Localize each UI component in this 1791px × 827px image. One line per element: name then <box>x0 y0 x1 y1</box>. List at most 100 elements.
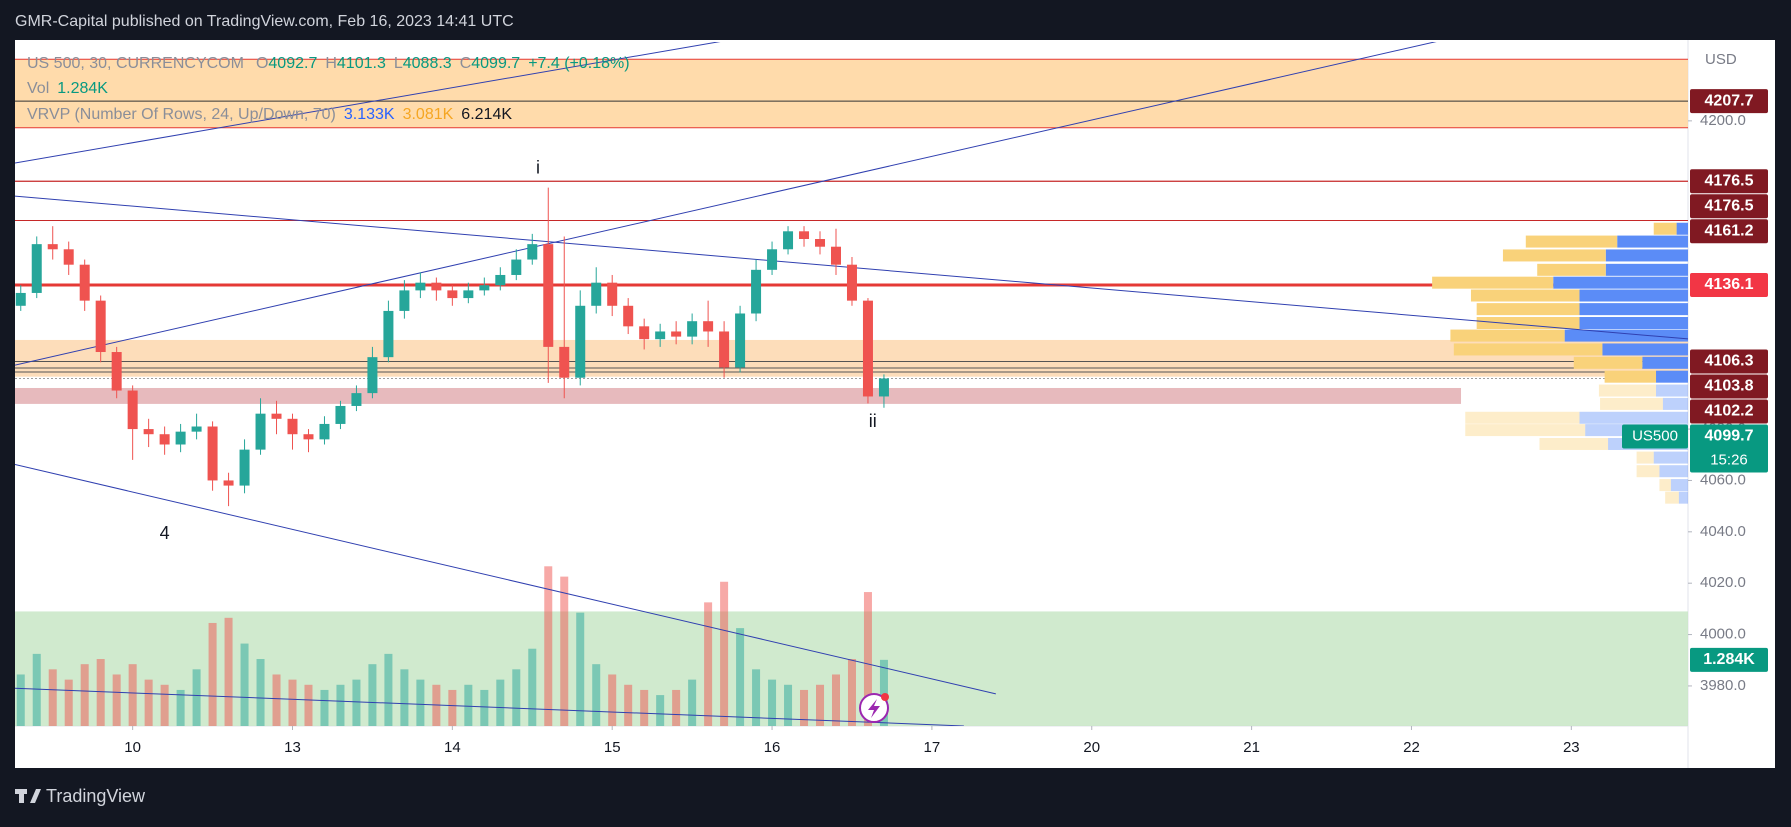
legend-row: US 500, 30, CURRENCYCOM O4092.7 H4101.3 L40… <box>27 55 630 72</box>
candle-body <box>447 290 458 299</box>
vrvp-down <box>1453 343 1603 356</box>
price-label: 4103.8 <box>1705 378 1754 395</box>
footer-logo <box>15 789 41 803</box>
wave-label: ii <box>869 411 877 431</box>
legend-vrvp-value: 3.081K <box>403 106 454 123</box>
price-label-bg <box>1690 349 1768 374</box>
candle-body <box>31 244 42 293</box>
volume-bar <box>144 679 153 726</box>
volume-bar <box>784 684 793 726</box>
volume-bar <box>176 689 185 726</box>
volume-bar <box>608 674 617 726</box>
volume-bar <box>768 679 777 726</box>
price-label: 4161.2 <box>1705 222 1754 239</box>
currency: USD <box>1705 51 1737 68</box>
volume-bar <box>704 602 713 726</box>
price-label-bg <box>1690 219 1768 244</box>
price-label: 4207.7 <box>1705 92 1754 109</box>
candle-body <box>511 259 522 275</box>
vrvp-down <box>1598 384 1657 397</box>
candle-body <box>703 321 714 332</box>
vrvp-up <box>1678 491 1688 504</box>
vrvp-down <box>1573 356 1643 369</box>
volume-label: 1.284K <box>1703 651 1755 668</box>
trend-line <box>15 42 1437 366</box>
candle-body <box>383 310 394 358</box>
vrvp-down <box>1450 329 1565 342</box>
x-tick-label: 17 <box>924 739 941 756</box>
vrvp-down <box>1659 479 1671 492</box>
volume-bar <box>320 689 329 726</box>
wave-label: 4 <box>160 523 170 543</box>
candle-body <box>671 331 682 337</box>
vrvp-down <box>1502 249 1606 262</box>
vrvp-up <box>1579 411 1688 424</box>
candle-body <box>111 352 122 391</box>
volume-bar <box>800 689 809 726</box>
candle-body <box>479 285 490 291</box>
vrvp-down <box>1476 303 1580 316</box>
candle-body <box>559 346 570 378</box>
x-tick-label: 10 <box>124 739 141 756</box>
candle-body <box>623 305 634 327</box>
legend-vol-value: 1.284K <box>57 80 108 97</box>
vrvp-up <box>1579 316 1688 329</box>
legend-key: C <box>460 55 472 72</box>
trend-line <box>15 687 964 726</box>
volume-bar <box>64 679 73 726</box>
zone <box>15 339 1688 377</box>
candle-body <box>175 431 186 445</box>
vrvp-up <box>1670 479 1688 492</box>
price-label-bg <box>1690 169 1768 194</box>
y-tick-label: 4020.0 <box>1700 574 1746 591</box>
candle-body <box>846 264 857 301</box>
axes: 10 13 14 15 16 17 20 21 22 23 USD 3980.0 4000.0 4020.… <box>27 51 1768 756</box>
price-label-bg <box>1690 374 1768 399</box>
volume-bar <box>400 669 409 726</box>
vrvp-up <box>1659 465 1688 478</box>
candle-body <box>815 239 826 247</box>
vrvp-up <box>1656 370 1688 383</box>
volume-bar <box>592 664 601 726</box>
volume-bar <box>640 689 649 726</box>
volume-bar <box>224 617 233 726</box>
volume-label-bg <box>1690 647 1768 672</box>
vrvp-down <box>1465 411 1580 424</box>
trend-line <box>15 42 721 164</box>
y-tick-label: 4000.0 <box>1700 626 1746 643</box>
alert-icon[interactable] <box>859 693 889 723</box>
volume-bar <box>160 684 169 726</box>
candle-body <box>799 231 810 240</box>
candle-body <box>127 390 138 430</box>
candle-body <box>767 249 778 270</box>
candle-body <box>63 249 74 265</box>
volume-bar <box>352 679 361 726</box>
volume-bar <box>416 679 425 726</box>
candle-body <box>527 244 538 260</box>
zone <box>15 59 1688 128</box>
candle-body <box>575 305 586 378</box>
volume-bar <box>672 689 681 726</box>
legend-row: VRVP (Number Of Rows, 24, Up/Down, 70) 3.… <box>27 106 512 123</box>
candle-body <box>399 290 410 311</box>
vrvp-down <box>1537 263 1606 276</box>
candle-body <box>223 480 234 486</box>
volume-bar <box>512 669 521 726</box>
volume-bar <box>240 643 249 726</box>
vrvp-up <box>1605 263 1688 276</box>
symbol-tag-bg <box>1622 424 1688 449</box>
vrvp-down <box>1432 276 1554 289</box>
y-tick-label: 4200.0 <box>1700 112 1746 129</box>
x-tick-label: 20 <box>1083 739 1100 756</box>
volume-bar <box>480 689 489 726</box>
candle-body <box>543 244 554 347</box>
volume-bar <box>847 659 856 726</box>
volume-bar <box>688 679 697 726</box>
volume-bar <box>496 679 505 726</box>
price-label-bg <box>1690 89 1768 114</box>
legend-vrvp: VRVP (Number Of Rows, 24, Up/Down, 70) <box>27 106 336 123</box>
price-label: 4176.5 <box>1705 172 1754 189</box>
vrvp-up <box>1642 356 1688 369</box>
